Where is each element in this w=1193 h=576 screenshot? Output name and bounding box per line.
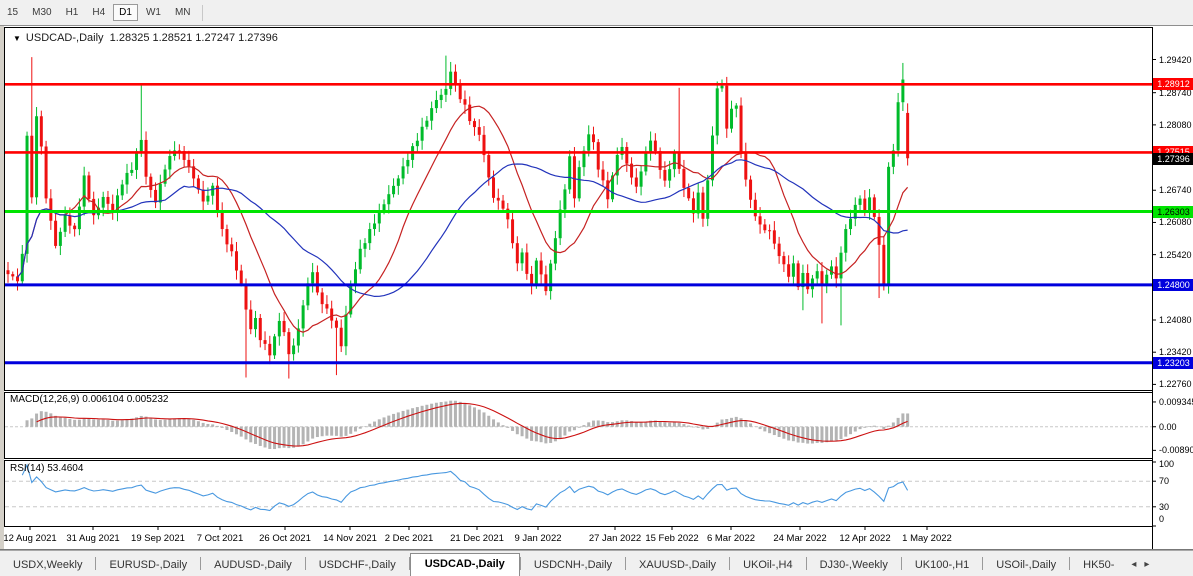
macd-label: MACD(12,26,9) bbox=[10, 394, 80, 405]
timeframe-button-h1[interactable]: H1 bbox=[65, 7, 79, 18]
date-tick-label: 1 May 2022 bbox=[902, 533, 952, 544]
timeframe-button-d1[interactable]: D1 bbox=[113, 4, 138, 21]
timeframe-button-15[interactable]: 15 bbox=[7, 7, 19, 18]
chart-symbol-label: USDCAD-,Daily bbox=[25, 32, 104, 44]
symbol-tabbar: USDX,Weekly EURUSD-,Daily AUDUSD-,Daily USD… bbox=[0, 550, 1193, 576]
macd-signal-line bbox=[36, 402, 908, 447]
chart-ohlc-values: 1.28325 1.28521 1.27247 1.27396 bbox=[109, 32, 278, 44]
rsi-tick-label: 70 bbox=[1159, 476, 1170, 486]
macd-tick-label: 0.009345 bbox=[1159, 397, 1193, 407]
date-tick-label: 24 Mar 2022 bbox=[773, 533, 827, 544]
date-tick-label: 12 Apr 2022 bbox=[839, 533, 891, 544]
tab-separator bbox=[625, 557, 627, 570]
macd-values: 0.006104 0.005232 bbox=[82, 394, 169, 405]
tab-usoil-daily[interactable]: USOil-,Daily bbox=[996, 559, 1057, 571]
candlestick-series bbox=[6, 55, 910, 379]
tab-xauusd-daily[interactable]: XAUUSD-,Daily bbox=[639, 559, 717, 571]
date-tick-label: 2 Dec 2021 bbox=[384, 533, 434, 544]
price-tick-label: 1.26740 bbox=[1159, 185, 1192, 195]
level-price-label: 1.23203 bbox=[1153, 357, 1193, 369]
price-tick-label: 1.28740 bbox=[1159, 88, 1192, 98]
tabs-scroll-right-icon[interactable]: ▸ bbox=[1144, 559, 1150, 570]
tab-separator bbox=[408, 557, 410, 570]
timeframe-button-m30[interactable]: M30 bbox=[32, 7, 52, 18]
tab-usdcad-daily[interactable]: USDCAD-,Daily bbox=[409, 553, 520, 576]
date-tick-label: 9 Jan 2022 bbox=[514, 533, 562, 544]
tab-usdchf-daily[interactable]: USDCHF-,Daily bbox=[318, 559, 396, 571]
moving-average-34 bbox=[17, 159, 908, 298]
rsi-tick-label: 30 bbox=[1159, 502, 1170, 512]
rsi-value: 53.4604 bbox=[47, 463, 84, 474]
timeframe-button-h4[interactable]: H4 bbox=[92, 7, 106, 18]
current-price-label: 1.27396 bbox=[1153, 153, 1193, 165]
tab-separator bbox=[805, 557, 807, 570]
rsi-tick-label: 0 bbox=[1159, 514, 1165, 524]
level-price-label: 1.24800 bbox=[1153, 279, 1193, 291]
macd-header: MACD(12,26,9) 0.006104 0.005232 bbox=[10, 394, 168, 405]
tab-separator bbox=[95, 557, 97, 570]
tab-uk100-h1[interactable]: UK100-,H1 bbox=[914, 559, 970, 571]
chart-dropdown-icon[interactable]: ▼ bbox=[13, 34, 21, 43]
rsi-tick-label: 100 bbox=[1159, 459, 1175, 469]
timeframe-button-mn[interactable]: MN bbox=[174, 7, 191, 18]
price-tick-label: 1.23420 bbox=[1159, 347, 1192, 357]
price-tick-label: 1.26080 bbox=[1159, 217, 1192, 227]
price-tick-label: 1.28080 bbox=[1159, 120, 1192, 130]
tab-hk50-[interactable]: HK50- bbox=[1083, 559, 1115, 571]
moving-average-13 bbox=[17, 105, 909, 333]
tab-separator bbox=[519, 557, 521, 570]
date-tick-label: 27 Jan 2022 bbox=[588, 533, 642, 544]
tab-separator bbox=[200, 557, 202, 570]
date-tick-label: 31 Aug 2021 bbox=[66, 533, 120, 544]
tab-separator bbox=[729, 557, 731, 570]
date-tick-label: 14 Nov 2021 bbox=[323, 533, 377, 544]
tab-separator bbox=[982, 557, 984, 570]
price-tick-label: 1.25420 bbox=[1159, 250, 1192, 260]
date-tick-label: 21 Dec 2021 bbox=[450, 533, 504, 544]
rsi-line bbox=[21, 463, 909, 512]
level-price-label: 1.28912 bbox=[1153, 78, 1193, 90]
date-tick-label: 26 Oct 2021 bbox=[259, 533, 311, 544]
date-tick-label: 19 Sep 2021 bbox=[131, 533, 185, 544]
main-chart-canvas[interactable] bbox=[0, 26, 1193, 576]
tab-separator bbox=[1069, 557, 1071, 570]
tab-ukoil-h4[interactable]: UKOil-,H4 bbox=[743, 559, 793, 571]
macd-tick-label: 0.00 bbox=[1159, 422, 1177, 432]
price-tick-label: 1.24080 bbox=[1159, 315, 1192, 325]
date-tick-label: 15 Feb 2022 bbox=[645, 533, 699, 544]
macd-tick-label: -0.00890 bbox=[1159, 445, 1193, 455]
tab-usdx-weekly[interactable]: USDX,Weekly bbox=[13, 559, 83, 571]
date-tick-label: 6 Mar 2022 bbox=[706, 533, 756, 544]
price-tick-label: 1.29420 bbox=[1159, 55, 1192, 65]
rsi-header: RSI(14) 53.4604 bbox=[10, 463, 83, 474]
tab-usdcnh-daily[interactable]: USDCNH-,Daily bbox=[533, 559, 613, 571]
tab-separator bbox=[304, 557, 306, 570]
tab-eurusd-daily[interactable]: EURUSD-,Daily bbox=[109, 559, 188, 571]
tab-dj30-weekly[interactable]: DJ30-,Weekly bbox=[819, 559, 888, 571]
price-tick-label: 1.22760 bbox=[1159, 379, 1192, 389]
tab-audusd-daily[interactable]: AUDUSD-,Daily bbox=[214, 559, 292, 571]
timeframe-button-w1[interactable]: W1 bbox=[145, 7, 161, 18]
rsi-label: RSI(14) bbox=[10, 463, 45, 474]
toolbar-separator bbox=[201, 4, 203, 21]
level-price-label: 1.26303 bbox=[1153, 206, 1193, 218]
chart-title-overlay: ▼ USDCAD-,Daily 1.28325 1.28521 1.27247 1… bbox=[13, 32, 278, 44]
date-tick-label: 7 Oct 2021 bbox=[196, 533, 244, 544]
tabs-scroll-left-icon[interactable]: ◂ bbox=[1131, 559, 1137, 570]
date-tick-label: 12 Aug 2021 bbox=[3, 533, 57, 544]
timeframe-toolbar: 15 M30 H1 H4 D1 W1 MN bbox=[0, 0, 1193, 26]
tab-separator bbox=[900, 557, 902, 570]
